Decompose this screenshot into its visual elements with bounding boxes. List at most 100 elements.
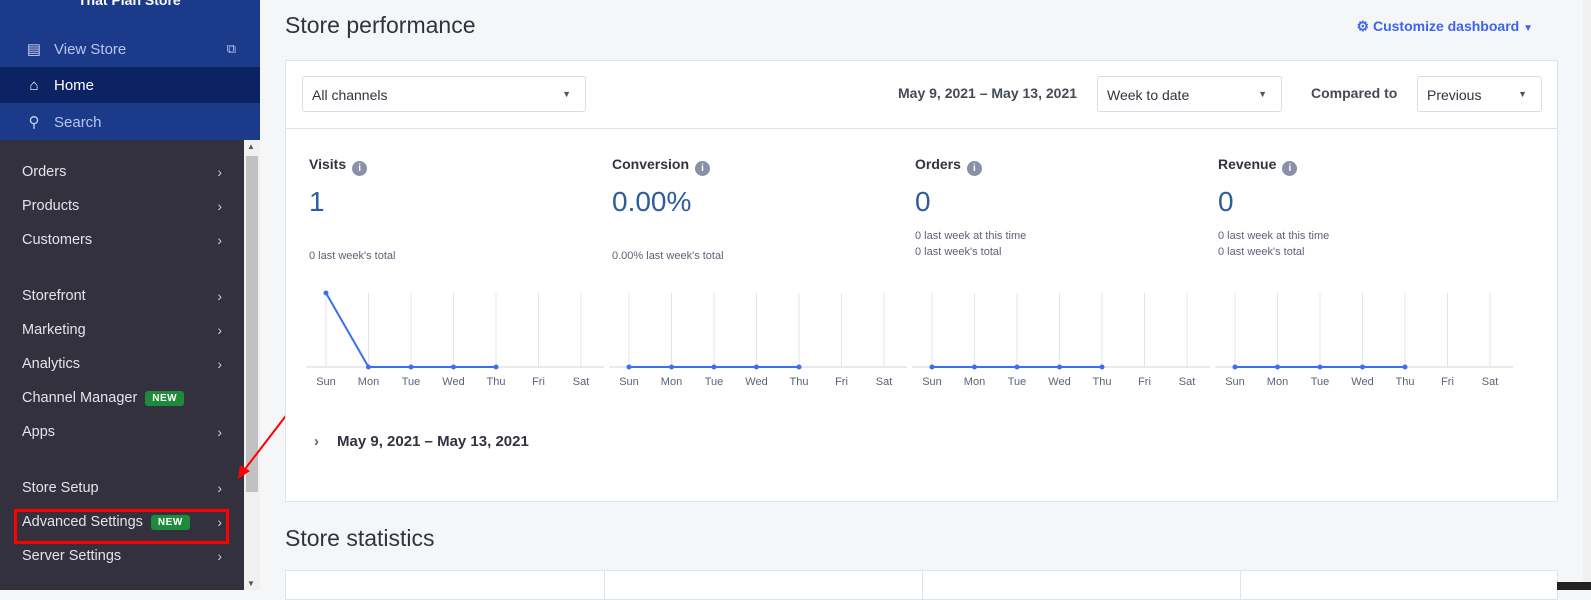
view-store-link[interactable]: ▤ View Store ⧉ [0,31,260,67]
sidebar-item-store-setup[interactable]: Store Setup › [0,473,244,503]
data-point [711,364,717,370]
data-point [323,290,329,296]
metric-value: 0.00% [612,186,692,217]
data-point [366,364,371,370]
page-scrollbar[interactable] [1583,0,1591,590]
sidebar-item-channel-manager[interactable]: Channel Manager NEW [0,383,244,413]
range-label: May 9, 2021 – May 13, 2021 [337,433,529,450]
chevron-right-icon: › [217,424,222,440]
nav-label: Server Settings [22,548,122,564]
chart-conversion: Sun Mon Tue Wed Thu Fri Sat [609,293,907,388]
new-badge: NEW [150,514,190,530]
metric-sub: 0 last week at this time [1218,230,1330,242]
search-icon: ⚲ [28,114,40,131]
data-point [669,364,674,370]
caret-down-icon: ▼ [562,89,571,99]
x-tick-label: Fri [1138,376,1151,388]
sidebar-header: That Plan Store ▤ View Store ⧉ ⌂ Home ⚲ Sear… [0,0,260,140]
range-expander[interactable]: › May 9, 2021 – May 13, 2021 [314,433,529,450]
metric-conversion: Conversion i 0.00% 0.00% last week's tota… [612,156,912,266]
nav-label: Customers [22,232,93,248]
info-icon[interactable]: i [1282,161,1298,176]
caret-down-icon: ▼ [1523,23,1533,34]
corner-widget [1557,582,1591,590]
home-icon: ⌂ [29,76,39,94]
metric-title: Orders [915,156,961,172]
data-point [1014,364,1020,370]
data-point [1099,364,1105,370]
customize-label: Customize dashboard [1372,18,1520,34]
x-tick-label: Mon [1267,376,1288,388]
nav-label: Marketing [22,322,86,338]
sidebar-scrollbar[interactable]: ▲ ▼ [244,140,260,590]
metric-title: Revenue [1218,156,1277,172]
metric-title: Visits [309,156,347,172]
customize-dashboard-button[interactable]: ⚙ Customize dashboard ▼ [1357,18,1534,35]
x-tick-label: Tue [705,376,724,388]
x-tick-label: Fri [532,376,545,388]
info-icon[interactable]: i [352,161,368,176]
x-tick-label: Thu [1396,376,1415,388]
caret-down-icon: ▼ [1518,89,1527,99]
sidebar-item-server-settings[interactable]: Server Settings › [0,541,244,571]
x-tick-label: Sat [1482,376,1499,388]
data-point [1402,364,1408,370]
chevron-right-icon: › [217,288,222,304]
store-statistics-title: Store statistics [285,525,435,551]
data-point [972,364,977,370]
channel-select[interactable]: All channels ▼ [302,76,586,112]
info-icon[interactable]: i [695,161,711,176]
chevron-right-icon: › [217,480,222,496]
compared-to-label: Compared to [1311,85,1398,101]
data-point [1275,364,1280,370]
x-tick-label: Sun [922,376,942,388]
x-tick-label: Thu [790,376,809,388]
x-tick-label: Sat [573,376,590,388]
data-point [1317,364,1323,370]
chart-revenue: Sun Mon Tue Wed Thu Fri Sat [1215,293,1513,388]
sidebar-item-apps[interactable]: Apps › [0,417,244,447]
x-tick-label: Mon [661,376,682,388]
data-point [1057,364,1062,370]
x-tick-label: Thu [487,376,506,388]
x-tick-label: Wed [442,376,464,388]
performance-card: All channels ▼ May 9, 2021 – May 13, 2021… [285,60,1558,502]
sidebar-item-customers[interactable]: Customers › [0,225,244,255]
chevron-right-icon: › [217,164,222,180]
chevron-right-icon: › [217,356,222,372]
search-label: Search [54,113,102,131]
compared-select[interactable]: Previous ▼ [1417,76,1542,112]
sidebar-item-search[interactable]: ⚲ Search [0,104,260,140]
data-point [796,364,802,370]
annotation-arrow [238,412,289,479]
nav-label: Orders [22,164,67,180]
x-tick-label: Fri [835,376,848,388]
period-select[interactable]: Week to date ▼ [1097,76,1282,112]
data-point [1360,364,1365,370]
sidebar-item-marketing[interactable]: Marketing › [0,315,244,345]
sidebar-item-advanced-settings[interactable]: Advanced Settings NEW › [0,507,244,537]
info-icon[interactable]: i [966,161,982,176]
store-icon: ▤ [26,41,42,58]
sidebar-item-orders[interactable]: Orders › [0,157,244,187]
sidebar-item-analytics[interactable]: Analytics › [0,349,244,379]
view-store-label: View Store [54,40,127,58]
sidebar-item-storefront[interactable]: Storefront › [0,281,244,311]
page-title: Store performance [285,12,476,38]
metric-sub: 0 last week's total [1218,246,1305,258]
sidebar-item-home[interactable]: ⌂ Home [0,67,260,103]
metric-orders: Orders i 0 0 last week at this time 0 las… [915,156,1215,258]
nav-label: Apps [22,424,56,440]
sidebar-item-products[interactable]: Products › [0,191,244,221]
channel-value: All channels [312,87,388,103]
main-content: Store performance ⚙ Customize dashboard … [260,0,1583,600]
nav-label: Channel Manager [22,390,138,406]
x-tick-label: Thu [1093,376,1112,388]
data-point [451,364,456,370]
period-value: Week to date [1107,87,1190,103]
metric-sub: 0 last week's total [309,250,396,262]
data-point [1232,364,1238,370]
statistics-card [285,570,1558,600]
metric-revenue: Revenue i 0 0 last week at this time 0 la… [1218,156,1518,258]
chevron-right-icon: › [217,514,222,530]
